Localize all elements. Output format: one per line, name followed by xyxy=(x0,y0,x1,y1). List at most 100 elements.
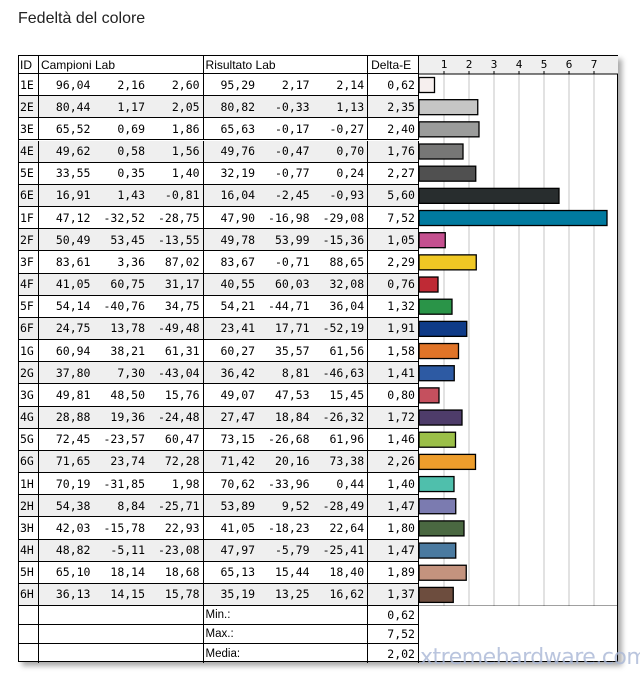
delta-e-value: 0,76 xyxy=(368,273,419,295)
header-id: ID xyxy=(19,56,39,73)
header-delta: Delta-E xyxy=(368,56,419,73)
sample-value: 2,16 xyxy=(117,77,146,92)
delta-e-value: 2,27 xyxy=(368,162,419,184)
table-row: 3F 83,61 3,36 87,02 83,67 -0,71 88,65 2,29 xyxy=(19,251,419,274)
result-value: 65,63 xyxy=(220,121,256,136)
sample-value: 0,58 xyxy=(117,144,146,159)
sample-value: 87,02 xyxy=(164,254,200,269)
result-value: 61,56 xyxy=(329,343,365,358)
sample-value: 2,05 xyxy=(171,99,200,114)
row-id: 1E xyxy=(19,74,39,96)
header-samples: Campioni Lab xyxy=(39,56,204,73)
table-row: 3G 49,81 48,50 15,76 49,07 47,53 15,45 0,80 xyxy=(19,384,419,407)
result-lab: 53,89 9,52 -28,49 xyxy=(204,495,369,517)
result-lab: 71,42 20,16 73,38 xyxy=(204,450,369,473)
sample-value: 8,84 xyxy=(117,498,146,513)
sample-value: -0,81 xyxy=(164,188,200,203)
delta-e-value: 1,47 xyxy=(368,539,419,561)
sample-value: 22,93 xyxy=(164,520,200,535)
summary-label: Min.: xyxy=(204,606,369,625)
summary-row: Max.: 7,52 xyxy=(19,625,419,645)
table-row: 5H 65,10 18,14 18,68 65,13 15,44 18,40 1,89 xyxy=(19,561,419,584)
result-lab: 49,07 47,53 15,45 xyxy=(204,384,369,406)
sample-lab: 72,45 -23,57 60,47 xyxy=(39,428,204,450)
result-value: -26,32 xyxy=(322,410,365,425)
result-value: -26,68 xyxy=(268,432,310,447)
sample-value: 60,75 xyxy=(110,277,146,292)
result-value: 8,81 xyxy=(281,365,310,380)
result-value: 47,97 xyxy=(220,543,256,558)
bar-4H xyxy=(419,542,457,559)
delta-e-value: 1,91 xyxy=(368,317,419,340)
bar-3E xyxy=(419,121,480,138)
table-row: 4G 28,88 19,36 -24,48 27,47 18,84 -26,32 1,72 xyxy=(19,406,419,429)
sample-value: 13,78 xyxy=(110,321,146,336)
row-id: 4H xyxy=(19,539,39,561)
result-value: -0,93 xyxy=(329,188,365,203)
sample-lab: 60,94 38,21 61,31 xyxy=(39,340,204,362)
delta-e-value: 1,40 xyxy=(368,473,419,495)
result-lab: 65,13 15,44 18,40 xyxy=(204,561,369,583)
result-value: 2,17 xyxy=(281,77,310,92)
result-lab: 36,42 8,81 -46,63 xyxy=(204,362,369,384)
result-lab: 95,29 2,17 2,14 xyxy=(204,74,369,96)
sample-value: -5,11 xyxy=(110,543,146,558)
table-row: 4F 41,05 60,75 31,17 40,55 60,03 32,08 0,76 xyxy=(19,273,419,296)
sample-value: 47,12 xyxy=(55,210,91,225)
result-value: -46,63 xyxy=(322,365,365,380)
table-row: 1E 96,04 2,16 2,60 95,29 2,17 2,14 0,62 xyxy=(19,74,419,97)
bar-3G xyxy=(419,387,440,404)
empty-cell xyxy=(19,606,39,625)
result-lab: 40,55 60,03 32,08 xyxy=(204,273,369,295)
row-id: 5G xyxy=(19,428,39,450)
sample-lab: 65,52 0,69 1,86 xyxy=(39,118,204,140)
sample-lab: 41,05 60,75 31,17 xyxy=(39,273,204,295)
result-value: 61,96 xyxy=(329,432,365,447)
result-value: -0,47 xyxy=(274,144,310,159)
result-value: 15,44 xyxy=(274,565,310,580)
row-id: 2G xyxy=(19,362,39,384)
bar-3F xyxy=(419,254,477,271)
result-value: 35,57 xyxy=(274,343,310,358)
result-lab: 49,76 -0,47 0,70 xyxy=(204,140,369,162)
table-row: 2G 37,80 7,30 -43,04 36,42 8,81 -46,63 1,41 xyxy=(19,362,419,385)
summary-value: 0,62 xyxy=(368,606,419,625)
row-id: 3H xyxy=(19,517,39,539)
sample-value: 54,38 xyxy=(55,498,91,513)
table-row: 6H 36,13 14,15 15,78 35,19 13,25 16,62 1,37 xyxy=(19,583,419,607)
header-row: ID Campioni Lab Risultato Lab Delta-E xyxy=(19,56,419,74)
delta-e-value: 2,29 xyxy=(368,251,419,273)
chart-header xyxy=(419,56,618,74)
delta-e-value: 0,62 xyxy=(368,74,419,96)
result-value: 16,04 xyxy=(220,188,256,203)
table-row: 5F 54,14 -40,76 34,75 54,21 -44,71 36,04 1,32 xyxy=(19,295,419,318)
sample-value: 60,94 xyxy=(55,343,91,358)
result-value: -0,17 xyxy=(274,121,310,136)
result-value: -33,96 xyxy=(268,476,310,491)
sample-lab: 33,55 0,35 1,40 xyxy=(39,162,204,184)
delta-e-value: 5,60 xyxy=(368,184,419,206)
tick-label: 3 xyxy=(491,58,498,71)
sample-value: 60,47 xyxy=(164,432,200,447)
result-lab: 73,15 -26,68 61,96 xyxy=(204,428,369,450)
table-row: 5G 72,45 -23,57 60,47 73,15 -26,68 61,96 1,46 xyxy=(19,428,419,451)
result-value: 36,04 xyxy=(329,299,365,314)
sample-value: -31,85 xyxy=(103,476,146,491)
result-lab: 49,78 53,99 -15,36 xyxy=(204,229,369,251)
result-value: -5,79 xyxy=(274,543,310,558)
bar-2H xyxy=(419,498,457,515)
result-value: 60,27 xyxy=(220,343,256,358)
result-lab: 47,97 -5,79 -25,41 xyxy=(204,539,369,561)
sample-value: 1,43 xyxy=(117,188,146,203)
result-value: 41,05 xyxy=(220,520,256,535)
result-value: -2,45 xyxy=(274,188,310,203)
result-lab: 27,47 18,84 -26,32 xyxy=(204,406,369,428)
result-value: 35,19 xyxy=(220,587,256,602)
delta-e-value: 1,46 xyxy=(368,428,419,450)
sample-value: -32,52 xyxy=(103,210,146,225)
delta-e-value: 2,40 xyxy=(368,118,419,140)
result-value: 15,45 xyxy=(329,387,365,402)
bar-2F xyxy=(419,232,446,249)
tick-label: 6 xyxy=(566,58,573,71)
sample-value: 3,36 xyxy=(117,254,146,269)
